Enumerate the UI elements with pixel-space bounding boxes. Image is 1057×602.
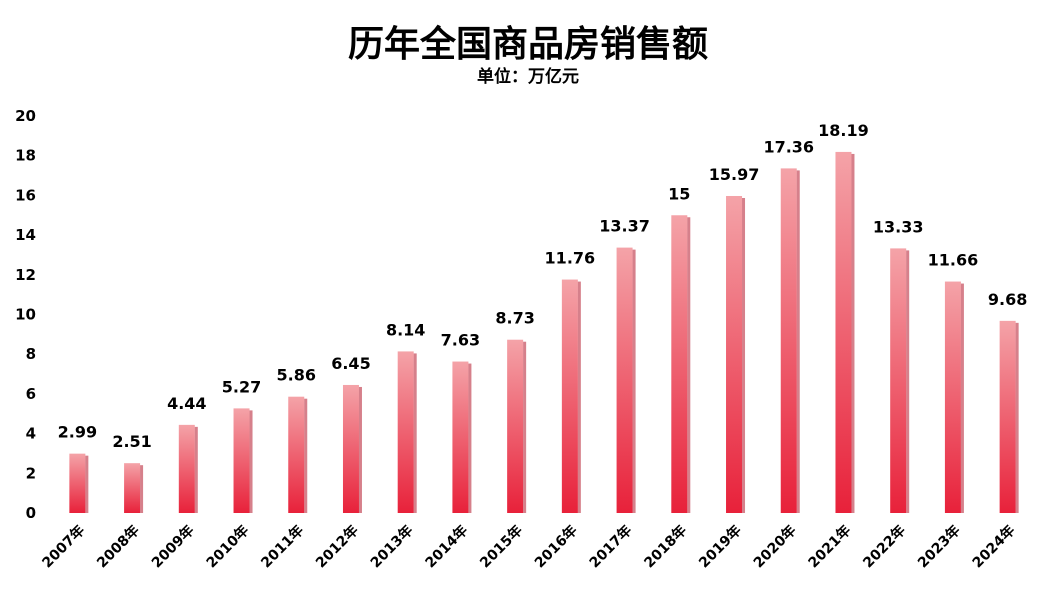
bar: [507, 339, 524, 513]
y-tick-label: 10: [15, 306, 36, 324]
bar-shadow: [796, 170, 800, 514]
data-label: 15: [668, 184, 690, 203]
data-label: 5.86: [277, 366, 316, 385]
bar-shadow: [85, 455, 89, 513]
y-tick-label: 16: [15, 186, 36, 204]
bar: [671, 215, 688, 513]
bar-shadow: [249, 410, 253, 513]
y-tick-label: 14: [15, 226, 36, 244]
bar: [69, 453, 86, 513]
y-tick-label: 20: [15, 107, 36, 125]
x-tick-label: 2021年: [805, 522, 854, 571]
bar-shadow: [194, 426, 198, 513]
bar-shadow: [304, 398, 308, 513]
bar: [397, 351, 414, 513]
bar: [726, 195, 743, 514]
y-tick-label: 12: [15, 266, 36, 284]
bar-shadow: [960, 283, 964, 513]
data-label: 8.73: [495, 309, 534, 328]
bar-shadow: [742, 197, 746, 514]
bars: [69, 151, 1019, 514]
data-label: 4.44: [167, 394, 206, 413]
x-tick-label: 2020年: [750, 522, 799, 571]
y-tick-label: 4: [26, 425, 36, 443]
x-tick-label: 2007年: [39, 522, 88, 571]
x-tick-label: 2022年: [860, 522, 909, 571]
data-label: 7.63: [441, 331, 480, 350]
bar-shadow: [468, 363, 472, 513]
chart-title: 历年全国商品房销售额: [348, 23, 708, 65]
data-label: 13.33: [873, 217, 924, 236]
bar-shadow: [577, 281, 581, 513]
x-tick-label: 2014年: [422, 522, 471, 571]
x-tick-label: 2024年: [969, 522, 1018, 571]
data-label: 11.66: [928, 251, 979, 270]
bar: [616, 247, 633, 513]
bar: [452, 361, 469, 513]
bar-shadow: [1015, 322, 1019, 513]
x-tick-label: 2013年: [367, 522, 416, 571]
x-tick-label: 2016年: [531, 522, 580, 571]
x-tick-label: 2011年: [258, 522, 307, 571]
data-label: 13.37: [599, 217, 650, 236]
x-axis: 2007年 2008年 2009年 2010年 2011年 2012年 2013年 2014年…: [39, 522, 1019, 571]
chart-subtitle: 单位：万亿元: [477, 66, 579, 87]
data-label: 18.19: [818, 121, 869, 140]
bar: [178, 424, 195, 513]
x-tick-label: 2009年: [148, 522, 197, 571]
data-label: 17.36: [763, 137, 814, 156]
bar: [780, 168, 797, 514]
bar-shadow: [413, 353, 417, 513]
data-label: 15.97: [709, 165, 760, 184]
y-tick-label: 6: [26, 385, 36, 403]
y-axis: 0 2 4 6 8 10 12 14 16 18 20: [15, 107, 36, 522]
bar-shadow: [687, 217, 691, 513]
data-label: 2.99: [58, 423, 97, 442]
x-tick-label: 2015年: [476, 522, 525, 571]
bar: [233, 408, 250, 513]
bar: [999, 320, 1016, 513]
data-label: 11.76: [545, 249, 596, 268]
x-tick-label: 2018年: [641, 522, 690, 571]
x-tick-label: 2023年: [914, 522, 963, 571]
bar: [561, 279, 578, 513]
bar-shadow: [140, 465, 144, 513]
bar: [890, 248, 907, 513]
y-tick-label: 8: [26, 345, 36, 363]
bar: [288, 396, 305, 513]
bar-shadow: [523, 341, 527, 513]
bar: [944, 281, 961, 513]
bar-shadow: [358, 386, 362, 513]
bar: [835, 151, 852, 513]
bar: [124, 463, 141, 513]
data-label: 6.45: [331, 354, 370, 373]
bar-shadow: [906, 250, 910, 513]
bar-shadow: [632, 249, 636, 513]
x-tick-label: 2019年: [695, 522, 744, 571]
bar-shadow: [851, 153, 855, 513]
y-tick-label: 2: [26, 464, 36, 482]
bar: [342, 384, 359, 513]
data-labels: 2.99 2.51 4.44 5.27 5.86 6.45 8.14 7.63 8.73 11.7…: [58, 121, 1028, 451]
data-label: 8.14: [386, 320, 425, 339]
x-tick-label: 2012年: [312, 522, 361, 571]
y-tick-label: 0: [26, 504, 36, 522]
data-label: 5.27: [222, 377, 261, 396]
x-tick-label: 2017年: [586, 522, 635, 571]
x-tick-label: 2008年: [93, 522, 142, 571]
y-tick-label: 18: [15, 147, 36, 165]
data-label: 2.51: [112, 432, 151, 451]
data-label: 9.68: [988, 290, 1027, 309]
x-tick-label: 2010年: [203, 522, 252, 571]
